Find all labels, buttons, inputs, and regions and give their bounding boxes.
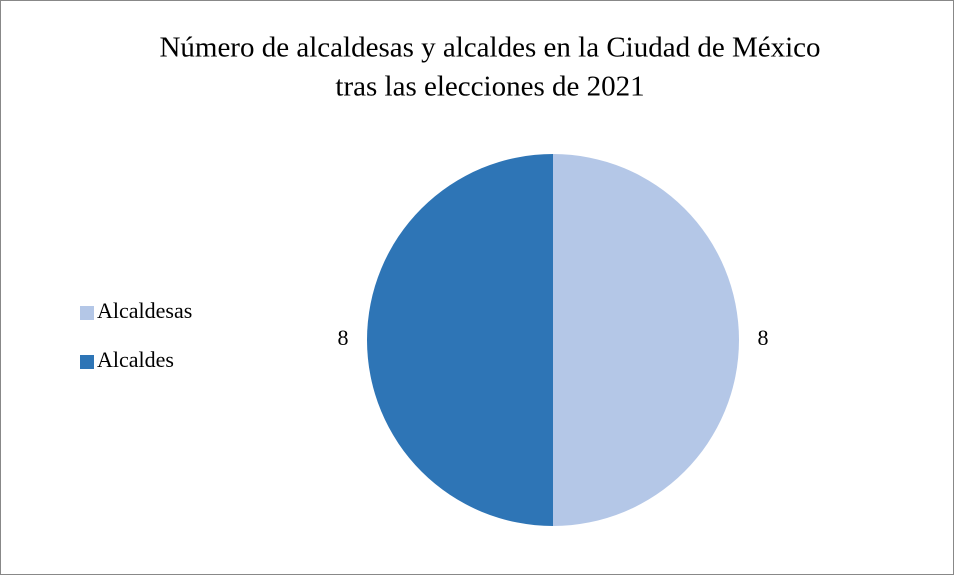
data-label: 8	[338, 325, 349, 350]
data-label: 8	[758, 325, 769, 350]
pie-slice	[553, 154, 739, 526]
chart-title: Número de alcaldesas y alcaldes en la Ci…	[159, 32, 820, 64]
legend-swatch	[80, 355, 94, 369]
pie-slice	[367, 154, 553, 526]
legend-label: Alcaldes	[97, 347, 174, 372]
legend-swatch	[80, 306, 94, 320]
chart-title: tras las elecciones de 2021	[335, 71, 644, 103]
legend-label: Alcaldesas	[97, 298, 192, 323]
